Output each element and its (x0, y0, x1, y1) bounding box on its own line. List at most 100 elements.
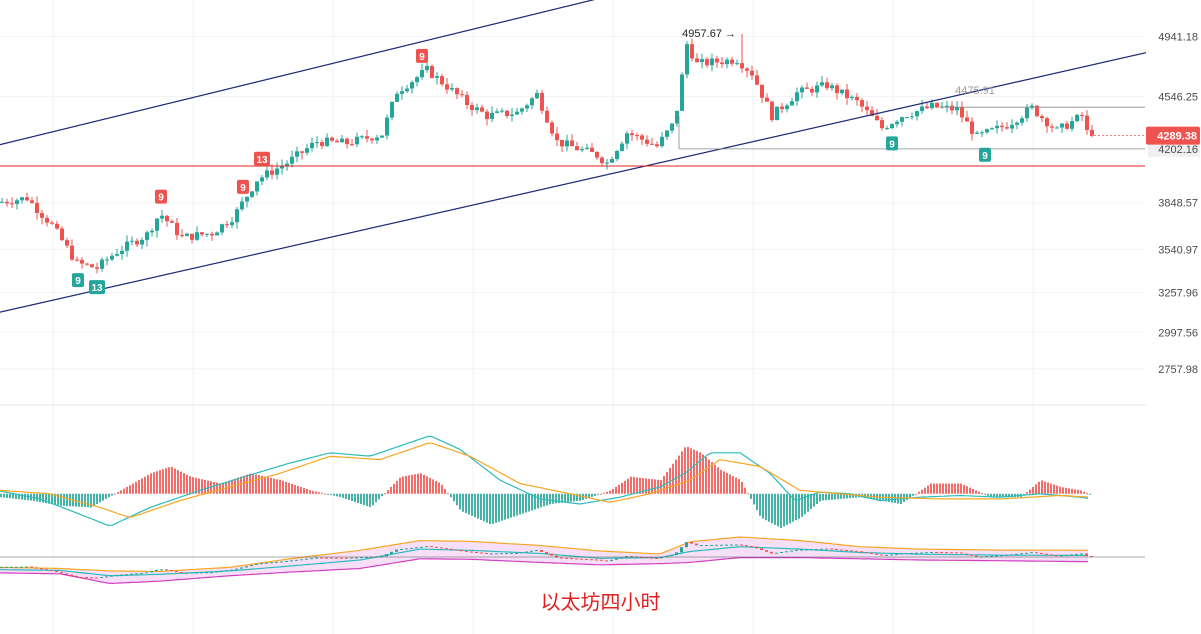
candle-body (535, 92, 539, 99)
candle-body (1020, 118, 1024, 123)
boll-candle (540, 550, 543, 552)
td-label: 13 (254, 151, 270, 166)
macd-histogram-bar (384, 493, 386, 495)
macd-histogram-bar (0, 493, 2, 498)
candle-body (995, 125, 999, 129)
candle (460, 90, 464, 98)
candle-body (815, 85, 819, 93)
macd-histogram-bar (969, 487, 971, 494)
candle (950, 101, 954, 115)
candle-body (1010, 124, 1014, 129)
boll-candle (285, 560, 288, 562)
macd-histogram-bar (144, 476, 146, 494)
macd-histogram-bar (285, 481, 287, 494)
candle (815, 81, 819, 98)
candle (110, 252, 114, 262)
candle (685, 41, 689, 79)
macd-histogram-bar (618, 484, 620, 494)
boll-candle (665, 556, 668, 558)
td-label: 13 (89, 280, 105, 295)
candle (875, 109, 879, 121)
boll-candle (790, 550, 793, 552)
boll-candle (35, 567, 38, 569)
macd-histogram-bar (807, 493, 809, 512)
candle (220, 223, 224, 236)
candle-body (680, 74, 684, 111)
boll-candle (855, 550, 858, 552)
boll-candle (735, 544, 738, 546)
macd-histogram-bar (675, 459, 677, 494)
candle (865, 100, 869, 116)
macd-histogram-bar (480, 493, 482, 520)
candle (200, 231, 204, 237)
boll-candle (335, 557, 338, 559)
macd-histogram-bar (300, 486, 302, 494)
boll-candle (550, 553, 553, 556)
candle-body (210, 233, 214, 236)
candle (135, 238, 139, 247)
macd-histogram-bar (657, 479, 659, 494)
macd-histogram-bar (354, 493, 356, 502)
boll-candle (280, 561, 283, 563)
boll-candle (340, 557, 343, 559)
boll-candle (320, 557, 323, 559)
macd-histogram-bar (531, 493, 533, 511)
boll-candle (1040, 552, 1043, 554)
td-label: 9 (237, 179, 249, 194)
candle (730, 56, 734, 67)
chart-caption: 以太坊四小时 (540, 590, 661, 614)
macd-histogram-bar (432, 479, 434, 494)
boll-candle (875, 553, 878, 555)
macd-histogram-bar (705, 457, 707, 494)
candle-body (105, 259, 109, 261)
boll-candle (140, 572, 143, 574)
candle-body (195, 232, 199, 240)
macd-histogram-bar (273, 478, 275, 494)
td-label-text: 9 (889, 139, 895, 150)
candle-body (0, 201, 4, 203)
boll-candle (830, 548, 833, 550)
boll-candle (455, 549, 458, 551)
candle (795, 87, 799, 106)
macd-histogram-bar (105, 493, 107, 499)
candle (980, 130, 984, 138)
candle-body (480, 107, 484, 112)
candle (365, 130, 369, 143)
candle (830, 83, 834, 91)
candle (250, 190, 254, 199)
macd-histogram-bar (759, 493, 761, 516)
price-tick-label: 4546.25 (1158, 91, 1198, 103)
macd-histogram-bar (24, 493, 26, 500)
candle (845, 83, 849, 105)
macd-histogram-bar (366, 493, 368, 507)
candle-body (405, 88, 409, 92)
boll-candle (100, 577, 103, 579)
candle (965, 110, 969, 122)
macd-histogram-bar (1023, 493, 1025, 495)
candle (585, 143, 589, 150)
candle (915, 110, 919, 121)
candle-body (1040, 116, 1044, 119)
macd-histogram-bar (933, 483, 935, 494)
boll-candle (1045, 553, 1048, 555)
macd-histogram-bar (891, 493, 893, 503)
candle-body (985, 129, 989, 133)
candle-body (660, 136, 664, 147)
boll-candle (190, 572, 193, 574)
candle (325, 133, 329, 148)
candle (390, 101, 394, 121)
candle (115, 248, 119, 257)
macd-histogram-bar (936, 483, 938, 494)
macd-histogram-bar (423, 474, 425, 494)
macd-histogram-bar (303, 487, 305, 494)
candle-body (1075, 114, 1079, 122)
macd-histogram-bar (525, 493, 527, 513)
macd-histogram-bar (798, 493, 800, 519)
boll-candle (930, 552, 933, 553)
boll-candle (535, 550, 538, 552)
boll-candle (205, 572, 208, 574)
boll-candle (400, 549, 403, 551)
boll-candle (160, 569, 163, 571)
macd-histogram-bar (849, 493, 851, 499)
